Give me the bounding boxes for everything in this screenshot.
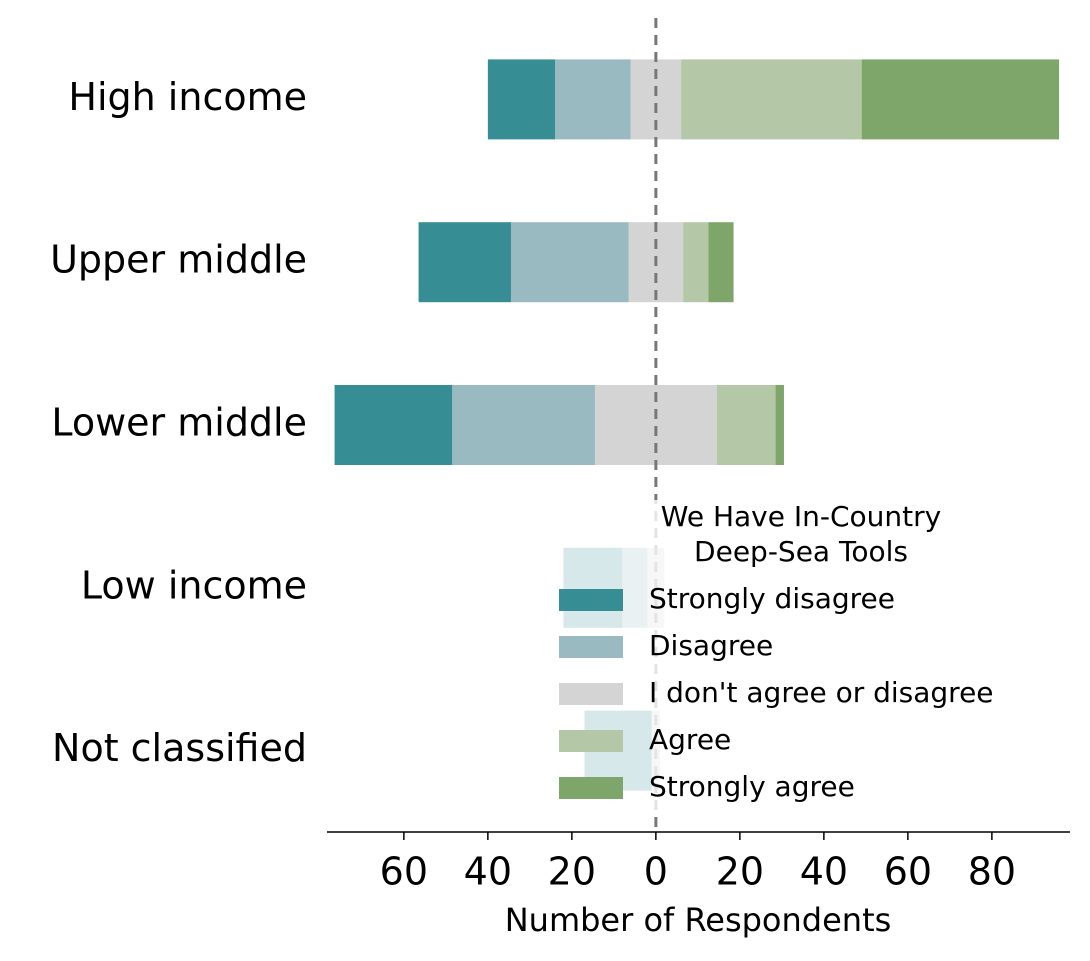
x-tick-label: 40 — [800, 850, 848, 894]
y-tick-label: Not classified — [52, 726, 307, 770]
x-tick-label: 80 — [968, 850, 1016, 894]
y-tick-label: Lower middle — [51, 401, 307, 445]
bar-segment — [861, 59, 1060, 140]
bar-segment — [418, 222, 511, 303]
x-tick-label: 60 — [380, 850, 428, 894]
bar-segment — [510, 222, 629, 303]
legend-swatch — [559, 777, 623, 799]
x-tick-label: 60 — [884, 850, 932, 894]
x-tick-label: 0 — [644, 850, 668, 894]
legend-swatch — [559, 636, 623, 658]
legend-swatch — [559, 730, 623, 752]
legend-label: Disagree — [649, 629, 773, 662]
legend-swatch — [559, 683, 623, 705]
x-axis-label: Number of Respondents — [505, 901, 892, 939]
legend-label: I don't agree or disagree — [649, 676, 994, 709]
bar-segment — [708, 222, 734, 303]
bar-segment — [487, 59, 556, 140]
y-tick-label: High income — [68, 75, 307, 119]
legend-box — [545, 500, 1055, 810]
legend-title: Deep-Sea Tools — [694, 535, 908, 568]
bar-segment — [334, 385, 453, 465]
x-tick-label: 20 — [716, 850, 764, 894]
legend-swatch — [559, 589, 623, 611]
legend-label: Strongly agree — [649, 770, 855, 803]
bar-segment — [716, 385, 776, 465]
bar-segment — [452, 385, 595, 465]
bar-segment — [555, 59, 631, 140]
x-tick-label: 40 — [464, 850, 512, 894]
y-tick-label: Low income — [81, 563, 307, 607]
bar-segment — [775, 385, 784, 465]
bar-segment — [683, 222, 709, 303]
legend-title: We Have In-Country — [661, 500, 941, 533]
x-tick-label: 20 — [548, 850, 596, 894]
legend-label: Agree — [649, 723, 731, 756]
legend-label: Strongly disagree — [649, 582, 895, 615]
bar-segment — [681, 59, 862, 140]
y-tick-label: Upper middle — [50, 238, 307, 282]
